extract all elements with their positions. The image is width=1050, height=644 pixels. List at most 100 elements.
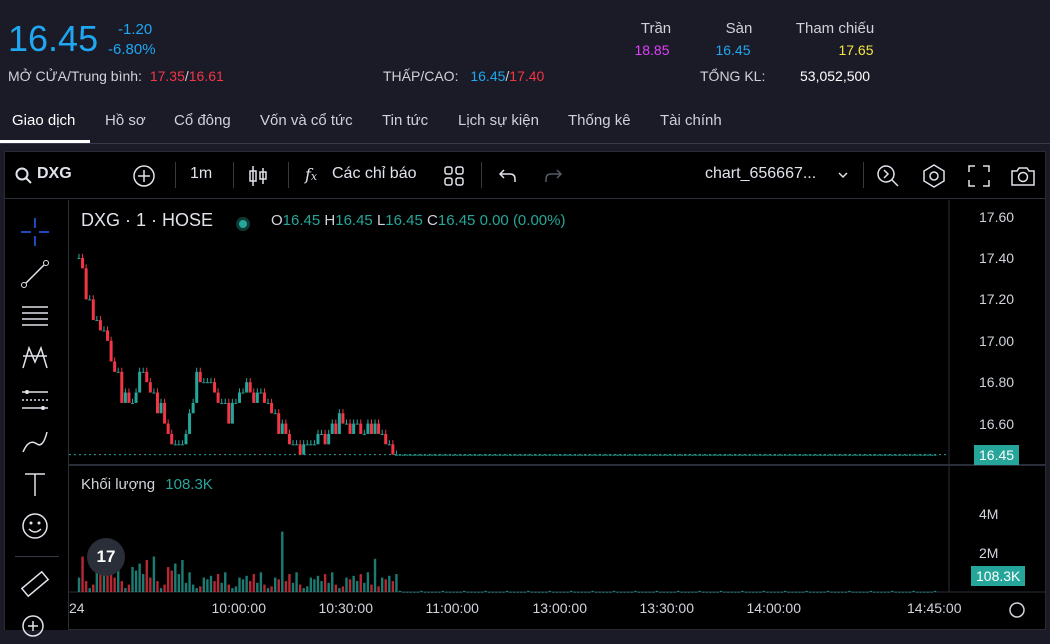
price-tick-label: 17.20 bbox=[979, 291, 1015, 308]
divider bbox=[481, 162, 482, 188]
price-change: -1.20 -6.80% bbox=[108, 20, 156, 60]
brush-icon[interactable] bbox=[19, 426, 51, 458]
volume-bar bbox=[477, 591, 480, 593]
tradingview-logo[interactable]: 17 bbox=[87, 538, 125, 576]
volume-bar bbox=[623, 591, 626, 593]
add-symbol-icon[interactable] bbox=[132, 164, 156, 188]
tab-tin-tuc[interactable]: Tin tức bbox=[382, 112, 429, 129]
volume-bar bbox=[366, 572, 370, 592]
tab-lich-su-kien[interactable]: Lịch sự kiện bbox=[458, 112, 539, 129]
fib-retracement-icon[interactable] bbox=[19, 300, 51, 332]
trend-line-icon[interactable] bbox=[19, 258, 51, 290]
volume-bar bbox=[898, 591, 901, 593]
change-percent: -6.80% bbox=[108, 41, 156, 58]
volume-bar bbox=[338, 588, 341, 592]
tab-von-va-co-tuc[interactable]: Vốn và cổ tức bbox=[260, 112, 353, 129]
ruler-icon[interactable] bbox=[19, 568, 51, 600]
tab-ho-so[interactable]: Hồ sơ bbox=[105, 112, 146, 129]
candle bbox=[159, 402, 163, 414]
volume-bar bbox=[855, 591, 858, 593]
candle bbox=[901, 454, 905, 456]
tab-co-dong[interactable]: Cổ đông bbox=[174, 112, 231, 129]
chevron-down-icon[interactable] bbox=[837, 170, 849, 180]
volume-bar bbox=[252, 574, 255, 592]
candles-icon[interactable] bbox=[247, 164, 269, 188]
volume-bar bbox=[644, 591, 648, 593]
time-tick-label: 13:00:00 bbox=[532, 600, 588, 616]
volume-bar bbox=[751, 591, 755, 593]
volume-bar bbox=[887, 591, 890, 593]
volume-bar bbox=[348, 579, 352, 592]
candle bbox=[787, 454, 791, 456]
candle bbox=[416, 454, 420, 456]
chart-plot-area[interactable]: DXG · 1 · HOSE O16.45 H16.45 L16.45 C16.… bbox=[69, 200, 1045, 630]
avg-value: 16.61 bbox=[188, 68, 224, 84]
volume-bar bbox=[430, 591, 434, 593]
candle bbox=[402, 454, 406, 456]
candle bbox=[676, 454, 680, 456]
volume-bar bbox=[134, 570, 138, 592]
volume-bar bbox=[149, 577, 152, 592]
price-chart[interactable] bbox=[69, 200, 1045, 630]
candle bbox=[120, 371, 124, 403]
volume-bar bbox=[901, 591, 905, 593]
tab-giao-dich[interactable]: Giao dịch bbox=[12, 112, 76, 129]
candle bbox=[765, 454, 769, 456]
volume-bar bbox=[181, 560, 184, 592]
volume-bar bbox=[273, 577, 277, 592]
redo-icon[interactable] bbox=[543, 166, 563, 184]
volume-bar bbox=[209, 575, 213, 592]
settings-icon[interactable] bbox=[921, 163, 947, 189]
candle bbox=[220, 402, 224, 404]
volume-bar bbox=[174, 563, 177, 592]
candle bbox=[616, 454, 620, 456]
prediction-icon[interactable] bbox=[19, 384, 51, 416]
volume-bar bbox=[641, 591, 644, 593]
candle bbox=[844, 454, 848, 456]
candle bbox=[541, 454, 545, 456]
volume-bar bbox=[188, 572, 191, 592]
candle bbox=[277, 413, 281, 434]
pattern-icon[interactable] bbox=[19, 342, 51, 374]
emoji-icon[interactable] bbox=[19, 510, 51, 542]
candle bbox=[648, 454, 652, 456]
volume-bar bbox=[341, 586, 345, 592]
layout-grid-icon[interactable] bbox=[443, 165, 465, 187]
fullscreen-icon[interactable] bbox=[967, 164, 991, 188]
low-high: THẤP/CAO: 16.45/17.40 bbox=[383, 68, 544, 84]
candle bbox=[548, 454, 552, 456]
undo-icon[interactable] bbox=[498, 166, 518, 184]
tab-tai-chinh[interactable]: Tài chính bbox=[660, 112, 722, 129]
volume-bar bbox=[480, 591, 484, 593]
symbol-search[interactable]: DXG bbox=[37, 165, 72, 182]
zoom-in-icon[interactable] bbox=[19, 612, 51, 644]
candle bbox=[583, 454, 587, 456]
fx-icon[interactable]: fx bbox=[305, 165, 318, 184]
volume-bar bbox=[448, 591, 452, 593]
crosshair-icon[interactable] bbox=[19, 216, 51, 248]
volume-bar bbox=[213, 581, 216, 592]
candle bbox=[148, 382, 152, 393]
volume-bar bbox=[459, 591, 462, 593]
text-tool-icon[interactable] bbox=[19, 468, 51, 500]
camera-icon[interactable] bbox=[1009, 164, 1037, 188]
volume-bar bbox=[191, 584, 195, 592]
candle bbox=[598, 454, 602, 456]
volume-bar bbox=[241, 579, 245, 592]
candle bbox=[352, 423, 356, 434]
axis-settings-icon[interactable] bbox=[1009, 602, 1025, 618]
volume-bar bbox=[81, 556, 84, 592]
tab-thong-ke[interactable]: Thống kê bbox=[568, 112, 631, 129]
volume-bar bbox=[156, 581, 159, 592]
candle bbox=[883, 454, 887, 456]
chart-widget: DXG 1m fx Các chỉ báo chart_656667... bbox=[4, 151, 1046, 637]
volume-bar bbox=[787, 591, 790, 593]
layout-name[interactable]: chart_656667... bbox=[705, 165, 817, 182]
interval-button[interactable]: 1m bbox=[190, 165, 213, 182]
quick-search-icon[interactable] bbox=[875, 163, 901, 189]
indicators-button[interactable]: Các chỉ báo bbox=[332, 165, 417, 182]
candle bbox=[922, 454, 926, 456]
search-icon[interactable] bbox=[15, 167, 33, 185]
candle bbox=[840, 454, 844, 456]
candle bbox=[723, 454, 727, 456]
